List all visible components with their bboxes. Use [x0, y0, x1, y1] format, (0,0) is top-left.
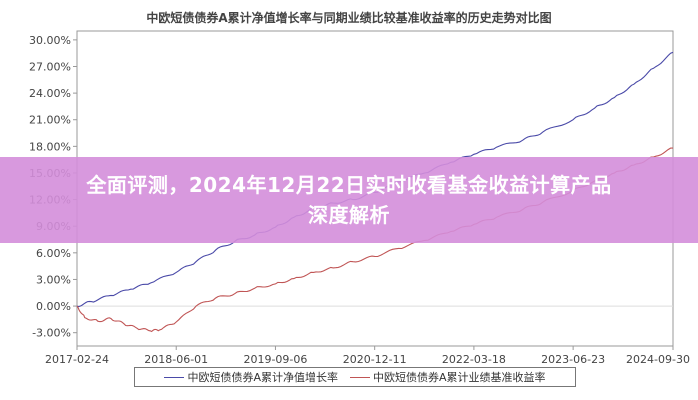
- chart-title: 中欧短债债券A累计净值增长率与同期业绩比较基准收益率的历史走势对比图: [146, 10, 551, 25]
- legend-swatch-nav: [164, 376, 185, 378]
- chart-legend: 中欧短债债券A累计净值增长率 中欧短债债券A累计业绩基准收益率: [134, 367, 576, 387]
- x-tick-label: 2019-09-06: [243, 353, 307, 366]
- x-tick-label: 2024-09-30: [626, 353, 690, 366]
- y-tick-label: 6.00%: [36, 247, 71, 260]
- x-tick-label: 2017-02-24: [45, 353, 109, 366]
- headline-line-1: 全面评测，2024年12月22日实时收看基金收益计算产品: [86, 173, 612, 197]
- y-tick-label: 18.00%: [29, 140, 71, 153]
- legend-label-benchmark: 中欧短债债券A累计业绩基准收益率: [373, 371, 546, 384]
- headline-banner: 全面评测，2024年12月22日实时收看基金收益计算产品 深度解析: [0, 157, 698, 243]
- headline-line-2: 深度解析: [308, 203, 390, 227]
- y-tick-label: 30.00%: [29, 34, 71, 47]
- y-tick-label: 3.00%: [36, 273, 71, 286]
- x-tick-label: 2023-06-23: [541, 353, 605, 366]
- y-tick-label: 0.00%: [36, 300, 71, 313]
- y-tick-label: 27.00%: [29, 60, 71, 73]
- legend-swatch-benchmark: [350, 376, 370, 378]
- x-axis: 2017-02-24 2018-06-01 2019-09-06 2020-12-11…: [45, 346, 690, 366]
- legend-item-nav: 中欧短债债券A累计净值增长率: [164, 369, 338, 385]
- y-tick-label: 24.00%: [29, 87, 71, 100]
- y-tick-label: -3.00%: [32, 327, 71, 340]
- legend-label-nav: 中欧短债债券A累计净值增长率: [187, 371, 338, 384]
- x-tick-label: 2018-06-01: [144, 353, 208, 366]
- y-tick-label: 21.00%: [29, 114, 71, 127]
- x-tick-label: 2022-03-18: [442, 353, 506, 366]
- x-tick-label: 2020-12-11: [343, 353, 407, 366]
- legend-item-benchmark: 中欧短债债券A累计业绩基准收益率: [350, 369, 546, 385]
